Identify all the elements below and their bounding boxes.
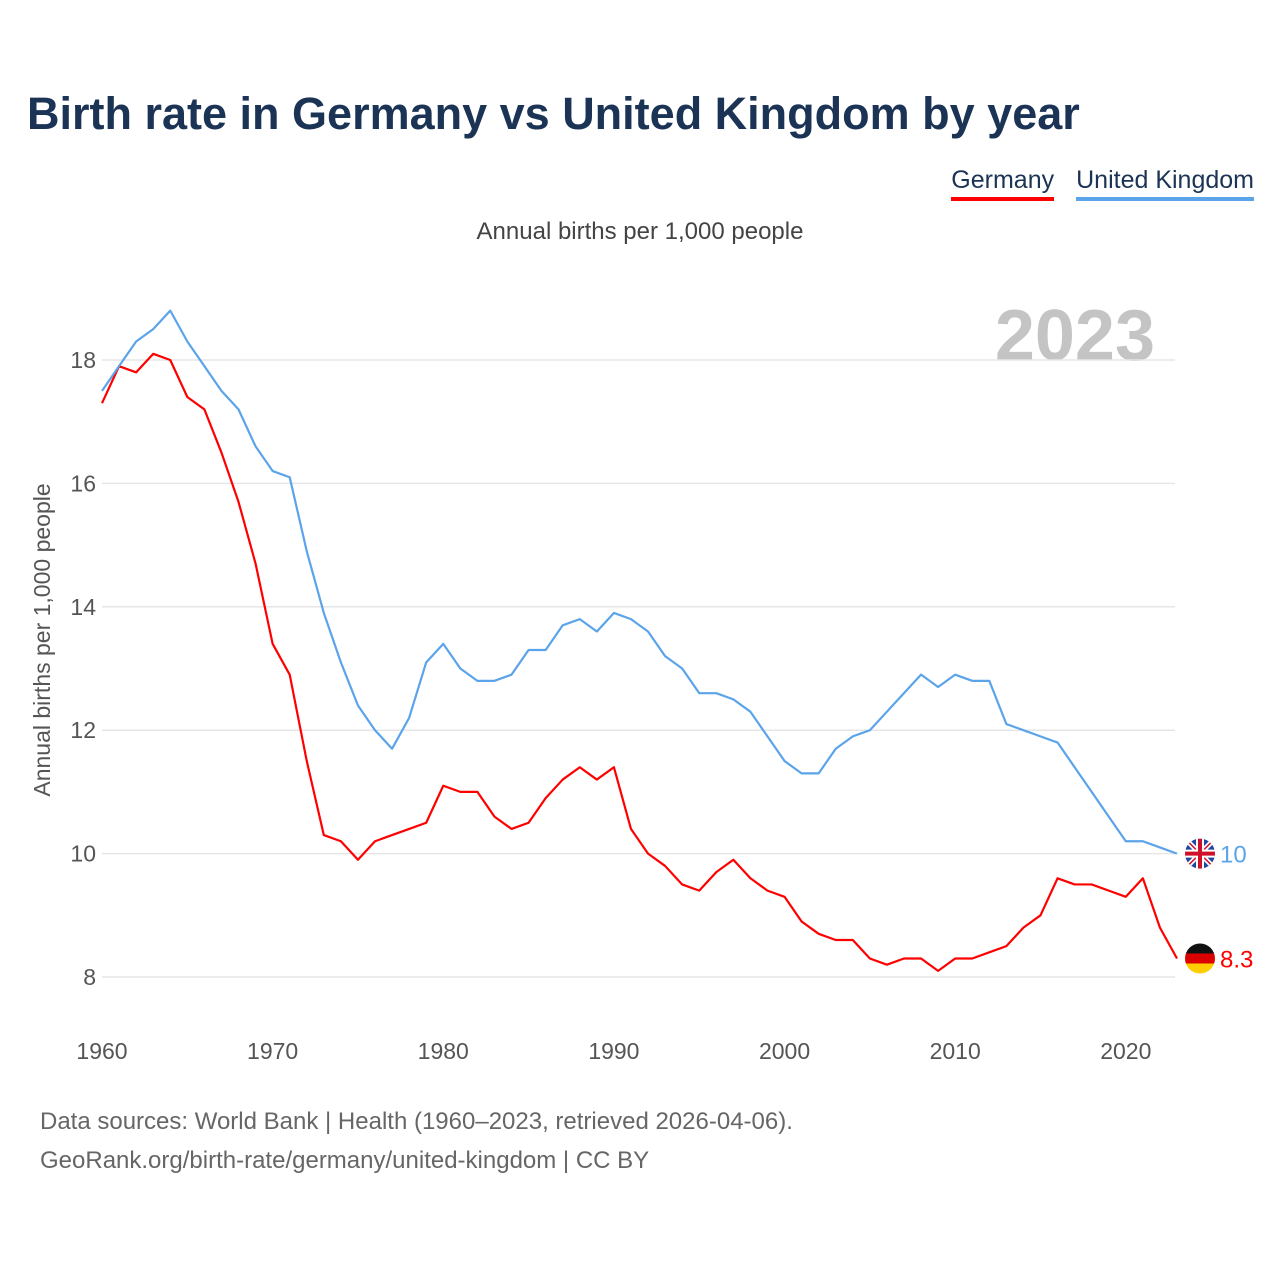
germany-flag-icon bbox=[1185, 943, 1215, 974]
flag-cross-red bbox=[1185, 838, 1215, 869]
end-value-label: 8.3 bbox=[1220, 946, 1253, 973]
legend-united-kingdom[interactable]: United Kingdom bbox=[1076, 166, 1254, 201]
x-tick-label: 2000 bbox=[759, 1038, 810, 1064]
chart-title: Birth rate in Germany vs United Kingdom … bbox=[27, 88, 1080, 139]
y-tick-label: 16 bbox=[70, 470, 96, 496]
x-tick-label: 2010 bbox=[930, 1038, 981, 1064]
y-axis-label: Annual births per 1,000 people bbox=[29, 483, 55, 796]
flag-stripe bbox=[1185, 963, 1215, 974]
x-tick-label: 1980 bbox=[418, 1038, 469, 1064]
x-tick-label: 1960 bbox=[76, 1038, 127, 1064]
y-tick-label: 10 bbox=[70, 841, 96, 867]
series-line-germany bbox=[101, 352, 1178, 972]
flag-stripe bbox=[1185, 943, 1215, 954]
y-tick-label: 18 bbox=[70, 347, 96, 373]
y-tick-label: 14 bbox=[70, 594, 96, 620]
legend: Germany United Kingdom bbox=[951, 166, 1254, 201]
series-line-united-kingdom bbox=[101, 309, 1178, 855]
uk-flag-icon bbox=[1185, 838, 1215, 869]
y-tick-label: 12 bbox=[70, 717, 96, 743]
flag-stripe bbox=[1185, 953, 1215, 964]
source-line-2[interactable]: GeoRank.org/birth-rate/germany/united-ki… bbox=[40, 1147, 650, 1174]
source-line-1: Data sources: World Bank | Health (1960–… bbox=[40, 1108, 793, 1135]
end-value-label: 10 bbox=[1220, 842, 1247, 869]
chart-subtitle: Annual births per 1,000 people bbox=[476, 218, 804, 245]
y-tick-label: 8 bbox=[83, 964, 96, 990]
legend-germany[interactable]: Germany bbox=[951, 166, 1055, 201]
year-watermark: 2023 bbox=[995, 296, 1155, 376]
x-tick-label: 1970 bbox=[247, 1038, 298, 1064]
x-tick-label: 2020 bbox=[1100, 1038, 1151, 1064]
x-tick-label: 1990 bbox=[588, 1038, 639, 1064]
